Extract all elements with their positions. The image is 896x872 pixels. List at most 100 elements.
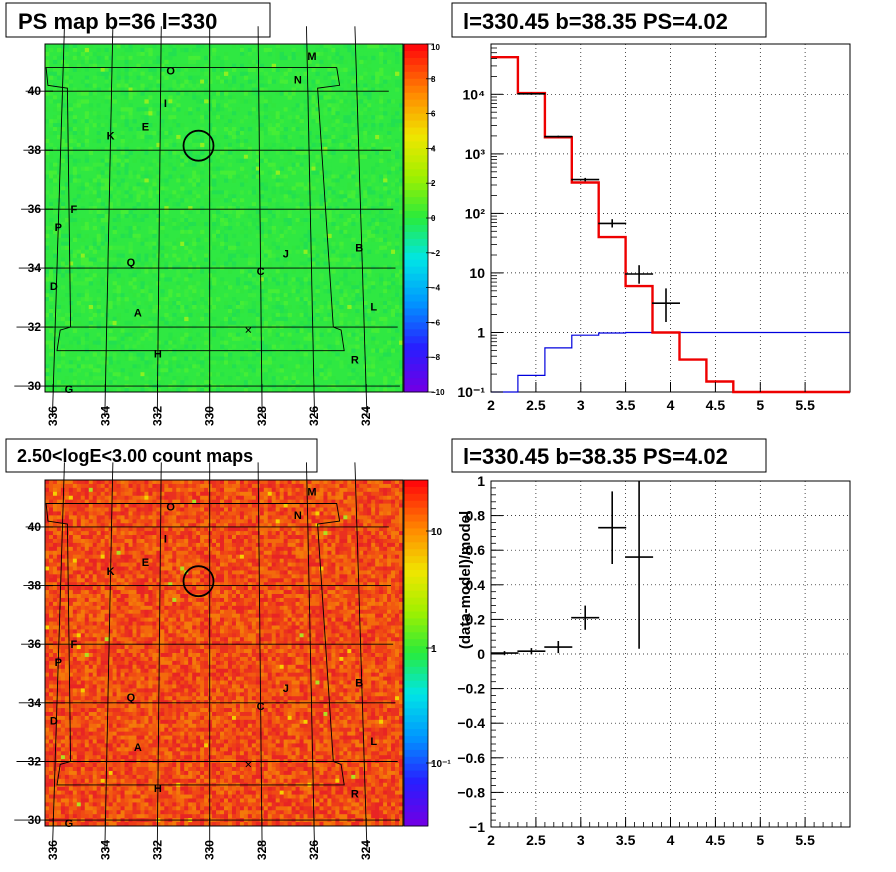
map-pixel bbox=[287, 198, 292, 203]
map-pixel bbox=[60, 645, 66, 650]
map-pixel bbox=[52, 810, 58, 815]
map-pixel bbox=[271, 241, 277, 246]
map-pixel bbox=[184, 174, 189, 179]
map-pixel bbox=[375, 364, 380, 369]
map-pixel bbox=[307, 376, 312, 381]
map-pixel bbox=[387, 348, 392, 353]
map-pixel bbox=[279, 368, 284, 373]
map-pixel bbox=[184, 162, 189, 167]
map-pixel bbox=[335, 245, 340, 250]
map-pixel bbox=[287, 225, 292, 231]
map-pixel bbox=[239, 87, 245, 92]
map-pixel bbox=[247, 202, 253, 207]
map-pixel bbox=[255, 214, 261, 219]
colorbar-step bbox=[404, 50, 428, 59]
map-pixel bbox=[64, 364, 70, 369]
map-pixel bbox=[255, 281, 261, 286]
map-pixel bbox=[335, 289, 340, 294]
map-pixel bbox=[227, 206, 233, 211]
map-pixel bbox=[291, 103, 296, 108]
map-pixel bbox=[359, 119, 364, 124]
colorbar-step bbox=[404, 224, 428, 233]
map-pixel bbox=[383, 376, 388, 381]
map-pixel bbox=[116, 83, 121, 88]
map-pixel bbox=[335, 305, 340, 310]
map-pixel bbox=[45, 495, 50, 500]
map-pixel bbox=[88, 316, 94, 322]
map-pixel bbox=[48, 507, 54, 512]
map-pixel bbox=[188, 115, 193, 120]
map-pixel bbox=[247, 107, 253, 112]
map-pixel bbox=[88, 206, 94, 211]
map-pixel bbox=[96, 198, 101, 203]
map-pixel bbox=[104, 123, 109, 128]
map-pixel bbox=[168, 293, 173, 298]
map-pixel bbox=[188, 257, 193, 262]
map-pixel bbox=[200, 71, 205, 76]
map-pixel bbox=[148, 51, 153, 57]
map-pixel bbox=[251, 59, 257, 65]
map-pixel bbox=[120, 115, 125, 120]
map-pixel bbox=[144, 134, 149, 140]
map-pixel bbox=[45, 751, 50, 756]
map-pixel bbox=[291, 316, 296, 322]
map-pixel bbox=[347, 182, 352, 187]
map-pixel bbox=[92, 206, 98, 211]
map-pixel bbox=[351, 99, 356, 104]
map-pixel bbox=[319, 83, 324, 88]
map-pixel bbox=[371, 308, 376, 314]
map-pixel bbox=[239, 47, 245, 53]
map-pixel bbox=[156, 225, 161, 231]
map-pixel bbox=[315, 245, 320, 250]
map-pixel bbox=[144, 186, 149, 191]
map-pixel bbox=[212, 198, 217, 203]
map-pixel bbox=[363, 273, 368, 278]
map-pixel bbox=[60, 574, 66, 579]
map-pixel bbox=[259, 285, 265, 290]
map-pixel bbox=[359, 51, 364, 57]
map-pixel bbox=[56, 340, 62, 345]
map-pixel bbox=[48, 91, 54, 96]
map-pixel bbox=[307, 344, 312, 349]
map-pixel bbox=[108, 221, 113, 227]
map-pixel bbox=[100, 55, 105, 61]
map-pixel bbox=[371, 233, 376, 239]
map-pixel bbox=[291, 75, 296, 80]
map-pixel bbox=[247, 265, 253, 270]
map-pixel bbox=[251, 95, 257, 100]
map-pixel bbox=[255, 87, 261, 92]
map-pixel bbox=[164, 131, 169, 136]
map-pixel bbox=[303, 214, 308, 219]
map-pixel bbox=[52, 715, 58, 721]
map-pixel bbox=[307, 138, 312, 144]
map-pixel bbox=[399, 225, 404, 231]
map-pixel bbox=[45, 550, 50, 555]
map-pixel bbox=[367, 229, 372, 235]
map-pixel bbox=[367, 51, 372, 57]
map-pixel bbox=[375, 99, 380, 104]
map-pixel bbox=[327, 63, 332, 69]
map-pixel bbox=[68, 265, 74, 270]
map-pixel bbox=[100, 67, 105, 72]
map-pixel bbox=[247, 150, 253, 156]
map-pixel bbox=[160, 257, 165, 262]
map-pixel bbox=[96, 241, 101, 246]
map-pixel bbox=[231, 364, 237, 369]
x-tick-label: 4 bbox=[667, 397, 675, 413]
map-pixel bbox=[164, 142, 169, 148]
map-pixel bbox=[299, 214, 304, 219]
map-pixel bbox=[339, 103, 344, 108]
map-pixel bbox=[184, 190, 189, 195]
map-pixel bbox=[180, 218, 185, 223]
map-pixel bbox=[359, 75, 364, 80]
map-pixel bbox=[64, 47, 70, 53]
map-pixel bbox=[116, 221, 121, 227]
map-pixel bbox=[156, 186, 161, 191]
map-pixel bbox=[255, 261, 261, 266]
map-pixel bbox=[112, 380, 117, 385]
map-pixel bbox=[108, 162, 113, 167]
map-pixel bbox=[363, 194, 368, 199]
map-pixel bbox=[176, 257, 181, 262]
map-pixel bbox=[136, 59, 141, 65]
map-pixel bbox=[311, 83, 316, 88]
